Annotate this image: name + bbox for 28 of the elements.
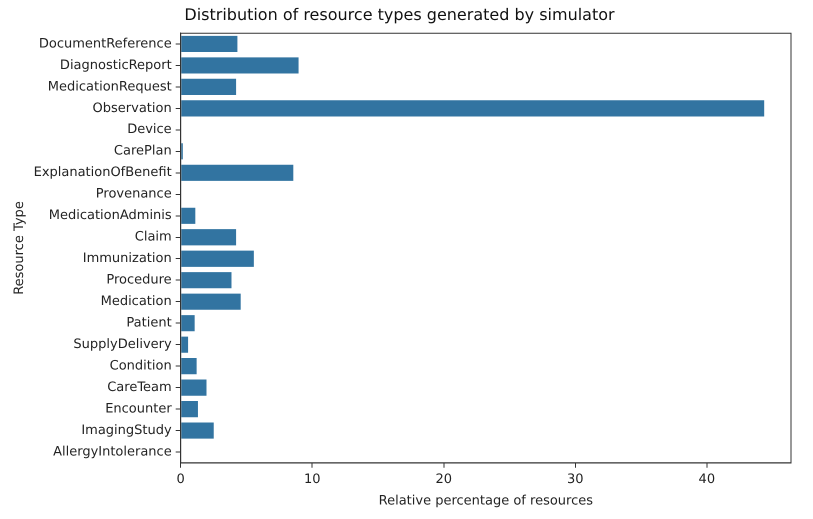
y-tick-label: Encounter <box>105 401 172 416</box>
y-tick-label: ExplanationOfBenefit <box>34 165 172 180</box>
y-axis-title: Resource Type <box>12 201 28 295</box>
y-tick-label: AllergyIntolerance <box>53 444 172 460</box>
y-tick-label: CareTeam <box>107 380 172 395</box>
x-tick-label: 30 <box>567 472 584 487</box>
y-tick-label: DiagnosticReport <box>60 58 172 73</box>
y-tick-label: CarePlan <box>114 144 172 159</box>
x-tick-label: 10 <box>304 472 320 487</box>
y-tick-label: DocumentReference <box>38 36 172 52</box>
y-tick-label: Patient <box>126 316 172 331</box>
y-tick-label: SupplyDelivery <box>73 337 172 352</box>
y-tick-label: MedicationAdminis <box>48 208 172 224</box>
x-tick-label: 20 <box>435 472 452 487</box>
x-tick-label: 0 <box>176 472 185 487</box>
y-tick-label: Claim <box>134 230 172 245</box>
x-tick-label: 40 <box>698 472 716 487</box>
y-tick-label: MedicationRequest <box>48 79 172 94</box>
y-tick-label: ImagingStudy <box>81 422 172 438</box>
y-tick-label: Observation <box>92 100 172 116</box>
x-axis-title: Relative percentage of resources <box>378 494 594 509</box>
y-tick-label: Medication <box>100 294 172 310</box>
y-tick-label: Provenance <box>96 186 172 202</box>
y-tick-label: Procedure <box>106 272 172 288</box>
y-tick-label: Device <box>127 122 172 138</box>
chart-title: Distribution of resource types generated by simulator <box>184 4 616 24</box>
y-tick-label: Immunization <box>82 251 172 266</box>
y-tick-label: Condition <box>110 358 172 374</box>
